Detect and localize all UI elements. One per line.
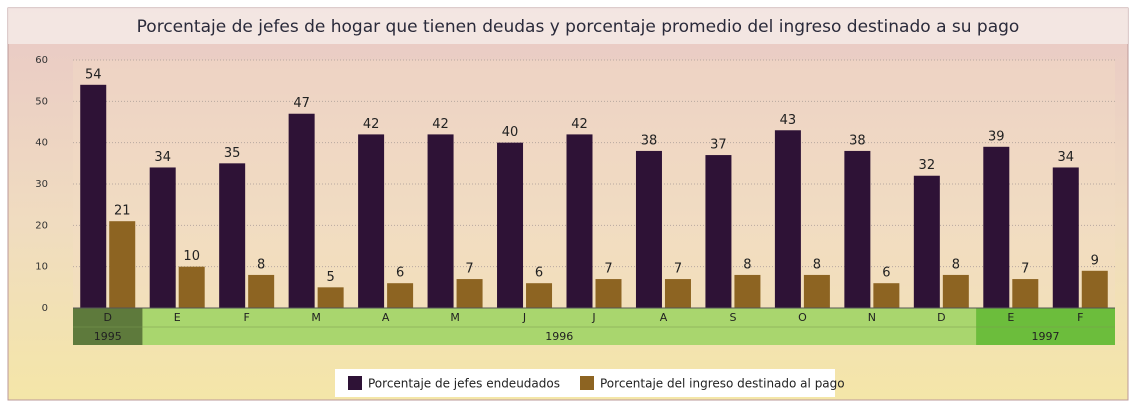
x-group-band — [976, 308, 1115, 345]
bar — [358, 134, 385, 308]
bar — [913, 175, 940, 308]
bar — [178, 266, 205, 308]
value-label: 5 — [326, 270, 334, 285]
value-label: 6 — [535, 266, 543, 281]
x-group-label: 1995 — [94, 330, 122, 343]
bar — [456, 279, 483, 308]
x-tick-label: F — [244, 311, 250, 324]
value-label: 10 — [183, 249, 200, 264]
value-label: 7 — [674, 262, 682, 277]
legend-swatch — [580, 376, 594, 390]
value-label: 34 — [154, 150, 171, 165]
value-label: 8 — [813, 257, 821, 272]
value-label: 38 — [849, 133, 866, 148]
bar — [317, 287, 344, 308]
bar — [219, 163, 246, 308]
value-label: 7 — [1021, 262, 1029, 277]
x-tick-label: E — [1007, 311, 1014, 324]
value-label: 7 — [604, 262, 612, 277]
bar — [942, 274, 969, 308]
x-group-label: 1997 — [1032, 330, 1060, 343]
x-tick-label: O — [798, 311, 807, 324]
value-label: 8 — [257, 257, 265, 272]
x-group-label: 1996 — [545, 330, 573, 343]
bar — [497, 142, 524, 308]
value-label: 32 — [919, 158, 936, 173]
value-label: 39 — [988, 129, 1005, 144]
y-tick-label: 40 — [35, 138, 48, 149]
value-label: 8 — [952, 257, 960, 272]
y-tick-label: 30 — [35, 179, 48, 190]
value-label: 6 — [882, 266, 890, 281]
bar — [288, 113, 315, 308]
value-label: 42 — [571, 117, 588, 132]
value-label: 47 — [293, 96, 310, 111]
x-tick-label: J — [591, 311, 595, 324]
y-tick-label: 10 — [35, 262, 48, 273]
bar — [983, 146, 1010, 308]
value-label: 34 — [1057, 150, 1074, 165]
value-label: 8 — [743, 257, 751, 272]
x-tick-label: D — [937, 311, 945, 324]
value-label: 37 — [710, 138, 727, 153]
bar — [427, 134, 454, 308]
bar — [1012, 279, 1039, 308]
bar — [873, 283, 900, 308]
bar — [566, 134, 593, 308]
chart-title: Porcentaje de jefes de hogar que tienen … — [137, 17, 1020, 37]
value-label: 38 — [641, 133, 658, 148]
value-label: 9 — [1091, 253, 1099, 268]
value-label: 42 — [363, 117, 380, 132]
bar — [705, 155, 732, 308]
value-label: 42 — [432, 117, 449, 132]
bar — [734, 274, 761, 308]
plot-background — [73, 60, 1115, 308]
bar — [664, 279, 691, 308]
value-label: 43 — [780, 113, 797, 128]
bar — [80, 84, 107, 308]
y-tick-label: 0 — [42, 303, 48, 314]
value-label: 35 — [224, 146, 241, 161]
x-tick-label: M — [311, 311, 321, 324]
x-tick-label: F — [1077, 311, 1083, 324]
bar — [109, 221, 136, 308]
x-group-band — [73, 308, 143, 345]
x-tick-label: E — [174, 311, 181, 324]
value-label: 7 — [465, 262, 473, 277]
x-tick-label: A — [382, 311, 390, 324]
x-tick-label: J — [522, 311, 526, 324]
y-tick-label: 60 — [35, 55, 48, 66]
bar — [1081, 270, 1108, 308]
value-label: 21 — [114, 204, 131, 219]
bar — [803, 274, 830, 308]
x-tick-label: D — [103, 311, 111, 324]
bar — [526, 283, 553, 308]
x-tick-label: S — [729, 311, 736, 324]
title-band — [8, 8, 1128, 44]
legend-swatch — [348, 376, 362, 390]
x-tick-label: A — [660, 311, 668, 324]
value-label: 6 — [396, 266, 404, 281]
y-tick-label: 20 — [35, 220, 48, 231]
bar — [387, 283, 414, 308]
legend-label: Porcentaje de jefes endeudados — [368, 377, 560, 391]
bar — [149, 167, 176, 308]
y-tick-label: 50 — [35, 96, 48, 107]
x-group-band — [142, 308, 977, 345]
bar — [595, 279, 622, 308]
value-label: 40 — [502, 125, 519, 140]
bar — [774, 130, 801, 308]
bar — [635, 150, 662, 308]
x-tick-label: N — [868, 311, 876, 324]
bar — [1052, 167, 1079, 308]
bar — [844, 150, 871, 308]
value-label: 54 — [85, 67, 102, 82]
legend-label: Porcentaje del ingreso destinado al pago — [600, 377, 845, 391]
x-tick-label: M — [450, 311, 460, 324]
bar — [248, 274, 275, 308]
